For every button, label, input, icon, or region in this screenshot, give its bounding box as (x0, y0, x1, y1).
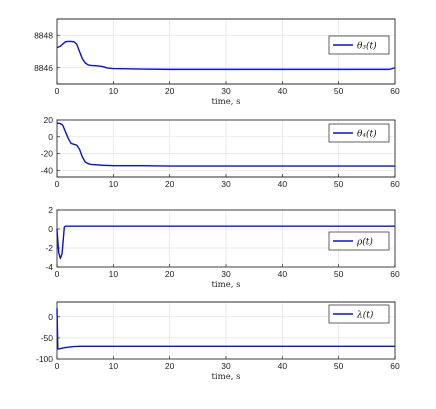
x-tick-label: 50 (334, 361, 344, 371)
legend-label: θ₃(t) (357, 41, 377, 52)
legend-label: ρ(t) (356, 237, 373, 248)
y-tick-label: 0 (48, 224, 53, 234)
y-tick-label: -4 (45, 262, 53, 272)
y-tick-label: 2 (48, 205, 53, 215)
x-tick-label: 40 (278, 361, 288, 371)
subplot-1: 0 10 20 30 40 50 60 8846 8848 θ₃(t) time, s (34, 18, 400, 107)
y-tick-label: -50 (41, 333, 54, 343)
series-line-2 (57, 122, 395, 167)
axes-frame (56, 18, 396, 85)
x-tick-label: 30 (221, 179, 231, 189)
x-tick-label: 10 (109, 179, 119, 189)
y-tick-label: -2 (45, 243, 53, 253)
x-tick-label: 60 (390, 179, 400, 189)
y-tick-label: -40 (41, 165, 54, 175)
legend: λ(t) (328, 304, 390, 324)
legend-label: λ(t) (356, 310, 374, 321)
x-tick-label: 40 (278, 86, 288, 96)
x-tick-label: 40 (278, 269, 288, 279)
legend-label: θ₄(t) (357, 129, 377, 140)
x-tick-label: 30 (221, 361, 231, 371)
x-tick-label: 60 (390, 86, 400, 96)
x-axis-label: time, s (212, 97, 241, 107)
x-tick-label: 10 (109, 269, 119, 279)
legend: θ₃(t) (328, 35, 390, 55)
x-tick-label: 40 (278, 179, 288, 189)
x-tick-label: 60 (390, 361, 400, 371)
y-tick-label: 8848 (34, 30, 53, 40)
x-tick-label: 50 (334, 86, 344, 96)
x-tick-label: 20 (165, 361, 175, 371)
x-tick-label: 0 (55, 269, 60, 279)
y-tick-label: -20 (41, 149, 54, 159)
x-tick-label: 0 (55, 361, 60, 371)
series-line-1 (56, 40, 396, 71)
x-tick-label: 60 (390, 269, 400, 279)
x-tick-label: 50 (334, 269, 344, 279)
x-tick-label: 30 (221, 86, 231, 96)
x-tick-label: 10 (109, 361, 119, 371)
y-tick-label: 0 (48, 132, 53, 142)
x-tick-label: 0 (55, 86, 60, 96)
legend: θ₄(t) (328, 123, 390, 143)
axes-frame (56, 119, 396, 178)
y-tick-label: 0 (48, 312, 53, 322)
x-tick-label: 20 (165, 179, 175, 189)
x-axis-label: time, s (212, 372, 241, 382)
series-line-4 (56, 308, 395, 350)
y-tick-label: 20 (44, 115, 54, 125)
subplot-4: 0 10 20 30 40 50 60 0 -50 -100 λ(t) time, s (36, 301, 400, 382)
legend-box (328, 123, 390, 143)
y-tick-label: 8846 (34, 63, 53, 73)
legend-box (328, 231, 390, 251)
x-tick-label: 20 (165, 269, 175, 279)
legend-box (328, 35, 390, 55)
x-tick-label: 20 (165, 86, 175, 96)
legend: ρ(t) (328, 231, 390, 251)
series-line-3 (56, 225, 395, 260)
x-axis-label: time, s (212, 280, 241, 290)
y-tick-label: -100 (36, 354, 53, 364)
x-tick-label: 0 (55, 179, 60, 189)
subplot-2: 0 10 20 30 40 50 60 20 0 -20 -40 θ₄(t) (41, 115, 400, 189)
x-tick-label: 30 (221, 269, 231, 279)
x-tick-label: 10 (109, 86, 119, 96)
x-tick-label: 50 (334, 179, 344, 189)
legend-box (328, 304, 390, 324)
